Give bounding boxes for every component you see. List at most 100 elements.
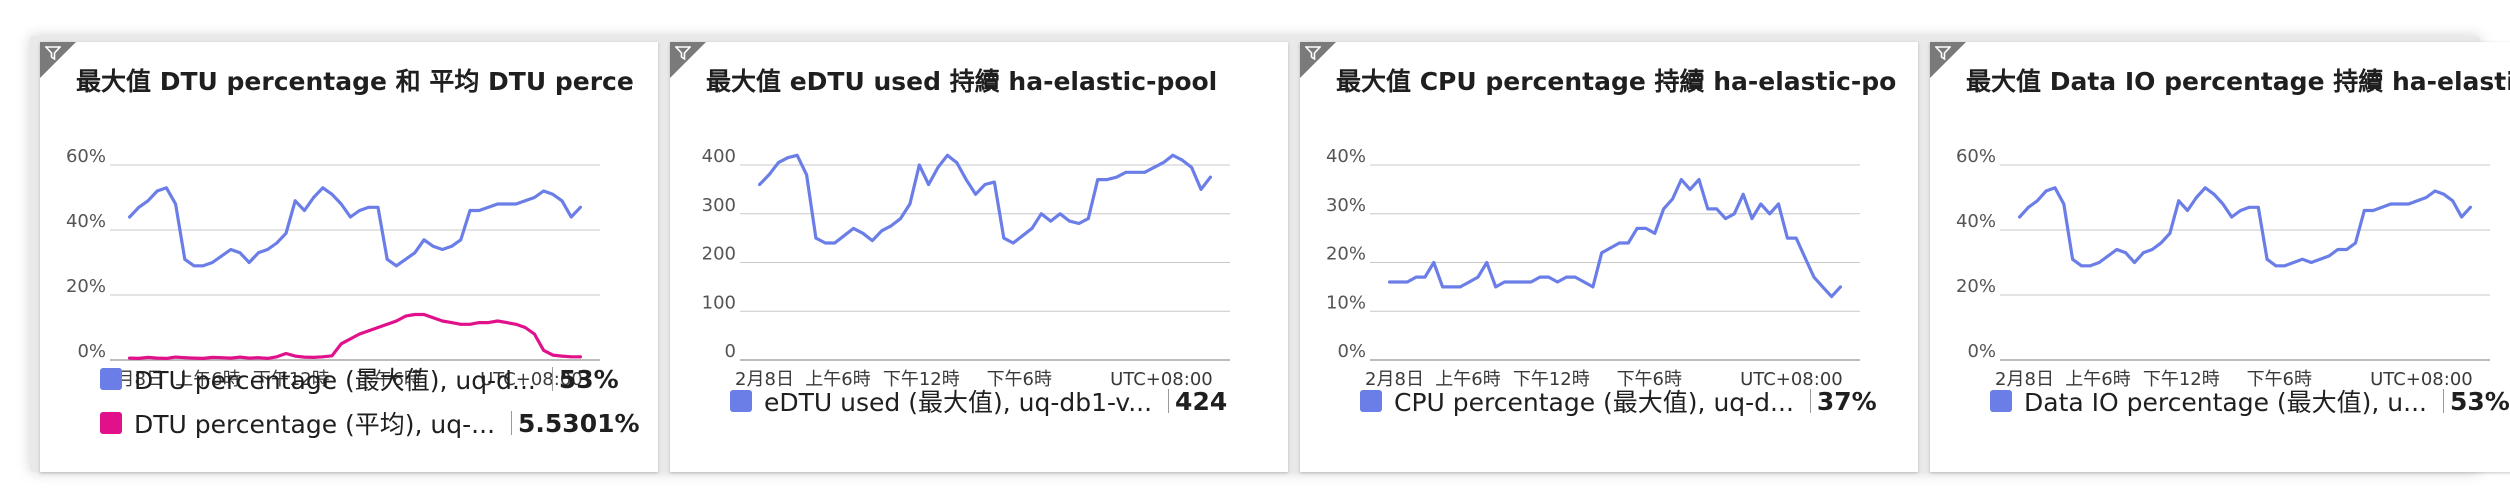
data-point [266,357,269,360]
data-point [229,356,233,360]
x-tick-label: 下午12時 [253,369,330,390]
data-point [2256,205,2260,209]
legend-item[interactable]: DTU percentage (最大值), uq-d... 53% [100,362,619,396]
data-point [1803,256,1807,259]
data-point [1529,280,1533,284]
data-point [1143,170,1147,174]
data-point [1180,158,1184,162]
data-point [229,248,233,251]
data-point [579,205,582,209]
data-point [266,248,269,251]
legend-value: 53% [2450,386,2510,416]
y-tick-label: 0% [77,341,106,362]
chart-title: 最大值 CPU percentage 持續 ha-elastic-pool [1336,67,1896,96]
data-point [2071,257,2074,261]
x-tick-label: UTC+08:00 [2370,369,2473,390]
data-point [247,356,251,360]
data-point [1671,197,1674,201]
data-point [1794,236,1798,240]
data-point [1732,212,1736,216]
chart-tile-1[interactable]: 最大值 DTU percentage 和 平均 DTU percen... 60%… [40,42,658,472]
data-point [211,356,214,359]
data-point [128,356,131,360]
data-point [487,205,490,209]
data-point [2354,241,2357,245]
series-line-1[interactable] [1387,177,1843,299]
data-point [247,261,251,264]
data-point [514,202,518,206]
legend-label: DTU percentage (平均), uq-... [134,410,496,439]
data-point [569,355,573,359]
data-point [201,264,205,268]
data-point [1626,241,1630,245]
data-point [1786,236,1789,240]
y-tick-label: 30% [1326,195,1366,216]
y-tick-label: 0 [725,341,736,362]
data-point [2018,215,2021,219]
data-point [1520,280,1524,284]
data-point [2035,199,2039,203]
data-point [330,192,334,196]
line-chart: 60%40%20%0%2月8日 上午6時 下午12時 下午6時 UTC+08:00 [66,146,600,390]
data-point [2141,251,2145,255]
x-tick-label: UTC+08:00 [1110,369,1213,390]
data-point [1171,153,1175,157]
data-point [1405,280,1409,284]
data-point [758,183,761,186]
data-point [487,321,490,324]
data-point [1715,207,1719,211]
data-point [376,326,380,329]
data-point [2442,192,2446,196]
data-point [1821,285,1825,289]
y-tick-label: 60% [66,146,106,167]
legend-value: 5.5301% [518,408,640,438]
legend-item[interactable]: CPU percentage (最大值), uq-d... 37% [1360,384,1877,418]
data-point [2186,209,2189,212]
data-point [441,248,444,251]
data-point [823,241,827,245]
series-line-2[interactable] [127,312,583,360]
legend-swatch [730,390,752,412]
data-point [1503,280,1506,284]
legend-item[interactable]: Data IO percentage (最大值), u... 53% [1990,384,2510,418]
data-point [155,356,159,360]
legend-swatch [1990,390,2012,412]
data-point [1768,212,1772,216]
data-point [2080,264,2083,268]
legend-item[interactable]: eDTU used (最大值), uq-db1-v... 424 [730,384,1227,418]
y-tick-label: 40% [1326,146,1366,167]
data-point [2115,248,2119,251]
y-tick-label: 0% [1337,341,1366,362]
data-point [2469,205,2472,209]
data-point [1679,178,1683,181]
data-point [137,205,141,209]
data-point [2380,205,2384,209]
chart-tile-4[interactable]: 最大值 Data IO percentage 持續 ha-elastic-...… [1930,42,2510,472]
series-line-1[interactable] [127,186,583,268]
series-line-1[interactable] [757,153,1213,245]
data-point [2027,205,2030,209]
legend-divider [511,411,513,435]
series-line-1[interactable] [2017,186,2473,268]
x-tick-label: 上午6時 [175,369,240,390]
data-point [2230,215,2234,219]
chart-tile-2[interactable]: 最大值 eDTU used 持續 ha-elastic-pool 400 300 20… [670,42,1288,472]
data-point [238,355,242,359]
data-point [2460,215,2463,219]
data-point [1759,202,1763,206]
data-point [431,244,435,248]
y-tick-label: 60% [1956,146,1996,167]
data-point [192,264,196,268]
data-point [257,356,260,360]
data-point [431,316,435,320]
legend-item[interactable]: DTU percentage (平均), uq-... 5.5301% [100,406,640,440]
data-point [936,166,940,169]
chart-tile-3[interactable]: 最大值 CPU percentage 持續 ha-elastic-pool 40%… [1300,42,1918,472]
data-point [137,357,141,360]
data-point [861,231,865,235]
data-point [1124,170,1128,174]
data-point [257,251,260,255]
data-point [128,215,131,219]
x-tick-label: 上午6時 [1435,369,1500,390]
data-point [174,355,178,359]
